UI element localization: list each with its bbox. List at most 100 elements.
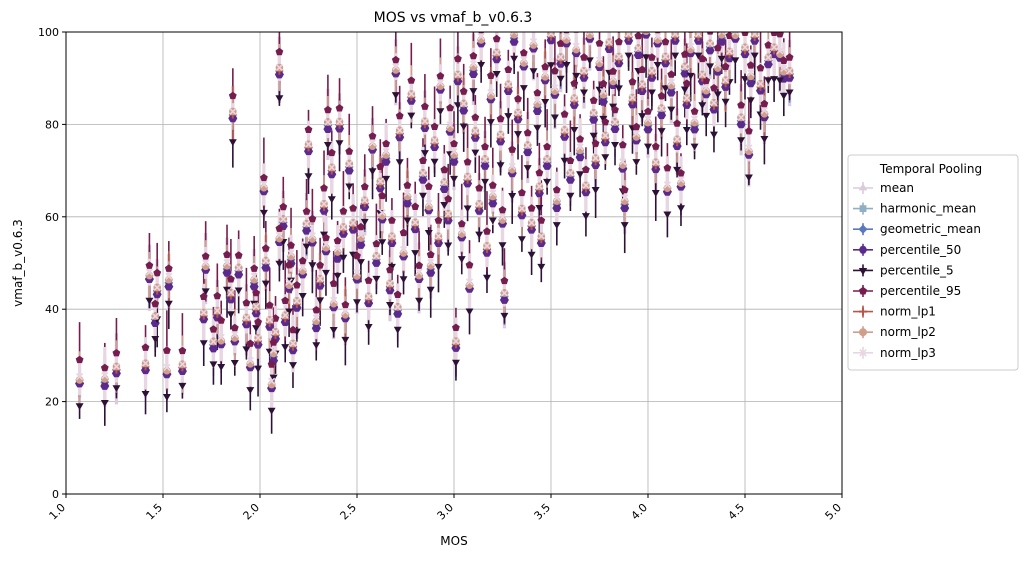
point-percentile_95 — [543, 142, 551, 151]
point-percentile_95 — [293, 281, 301, 289]
point-percentile_5 — [671, 52, 680, 60]
point-percentile_95 — [779, 56, 788, 64]
point-percentile_50 — [643, 125, 653, 134]
point-percentile_95 — [533, 88, 542, 97]
point-norm_lp3 — [217, 333, 225, 341]
point-norm_lp3 — [299, 263, 307, 272]
point-percentile_5 — [614, 85, 623, 93]
point-percentile_5 — [335, 140, 344, 148]
point-percentile_50 — [164, 282, 174, 291]
point-percentile_5 — [382, 175, 391, 183]
point-norm_lp3 — [209, 338, 218, 346]
marker-layer — [75, 32, 795, 415]
point-norm_lp3 — [436, 79, 445, 87]
point-percentile_95 — [164, 264, 173, 272]
point-percentile_5 — [267, 407, 276, 415]
point-percentile_95 — [426, 250, 435, 258]
point-percentile_50 — [402, 199, 412, 208]
point-percentile_95 — [457, 219, 466, 228]
point-percentile_50 — [371, 259, 381, 267]
point-percentile_5 — [585, 57, 594, 65]
point-percentile_5 — [395, 159, 404, 167]
point-percentile_5 — [403, 217, 412, 225]
point-percentile_5 — [775, 77, 784, 85]
point-percentile_95 — [657, 91, 666, 100]
legend-marker-percentile_95 — [858, 286, 868, 295]
point-percentile_5 — [430, 158, 439, 166]
point-percentile_5 — [393, 326, 402, 334]
point-percentile_95 — [465, 261, 474, 269]
point-percentile_95 — [488, 181, 497, 189]
point-percentile_95 — [681, 50, 689, 58]
point-percentile_5 — [721, 98, 730, 106]
point-norm_lp3 — [553, 194, 561, 202]
point-percentile_5 — [599, 115, 608, 123]
point-norm_lp3 — [529, 38, 538, 46]
point-percentile_5 — [533, 125, 542, 132]
point-percentile_95 — [706, 32, 714, 35]
point-percentile_5 — [178, 382, 187, 390]
point-norm_lp3 — [430, 136, 439, 144]
point-percentile_95 — [364, 276, 373, 284]
point-percentile_5 — [717, 55, 726, 63]
point-percentile_50 — [344, 166, 354, 175]
point-percentile_5 — [341, 336, 350, 344]
point-percentile_95 — [620, 185, 629, 194]
point-percentile_95 — [217, 316, 226, 324]
point-percentile_95 — [213, 291, 222, 300]
point-percentile_95 — [682, 79, 691, 87]
point-norm_lp3 — [365, 292, 373, 300]
point-percentile_5 — [419, 192, 427, 200]
point-norm_lp3 — [200, 308, 208, 317]
point-percentile_95 — [335, 104, 344, 112]
point-norm_lp3 — [246, 356, 254, 365]
point-percentile_95 — [223, 250, 231, 258]
point-percentile_5 — [694, 52, 703, 60]
point-percentile_5 — [504, 113, 513, 120]
point-norm_lp3 — [570, 94, 578, 102]
point-percentile_50 — [311, 324, 321, 333]
point-percentile_5 — [465, 308, 474, 316]
point-percentile_95 — [312, 306, 321, 314]
point-percentile_95 — [601, 118, 610, 126]
point-percentile_95 — [582, 165, 590, 173]
point-norm_lp3 — [683, 94, 691, 102]
legend-marker-norm_lp3 — [859, 349, 867, 357]
point-percentile_95 — [483, 227, 491, 235]
point-percentile_95 — [234, 251, 243, 259]
point-percentile_5 — [329, 327, 338, 334]
point-percentile_95 — [75, 355, 84, 364]
point-percentile_95 — [770, 32, 778, 36]
point-percentile_5 — [741, 76, 749, 83]
point-percentile_5 — [411, 250, 420, 257]
point-percentile_5 — [217, 364, 226, 371]
point-percentile_95 — [487, 71, 495, 79]
point-percentile_95 — [713, 43, 722, 52]
point-norm_lp3 — [543, 155, 551, 163]
point-norm_lp3 — [760, 106, 769, 115]
point-percentile_5 — [611, 142, 619, 149]
point-percentile_95 — [275, 47, 284, 56]
point-percentile_5 — [269, 374, 278, 382]
point-percentile_5 — [572, 72, 581, 80]
point-norm_lp3 — [353, 269, 361, 277]
point-percentile_50 — [439, 185, 449, 193]
point-percentile_5 — [580, 89, 588, 97]
point-norm_lp3 — [714, 61, 722, 69]
point-percentile_50 — [666, 88, 676, 97]
point-percentile_95 — [279, 202, 288, 211]
point-percentile_5 — [164, 300, 173, 308]
point-norm_lp3 — [638, 80, 646, 88]
point-norm_lp3 — [316, 275, 324, 283]
point-percentile_5 — [667, 106, 676, 114]
point-percentile_50 — [763, 60, 773, 69]
point-percentile_95 — [372, 239, 381, 248]
point-percentile_50 — [333, 255, 343, 263]
point-percentile_5 — [517, 236, 526, 244]
point-norm_lp3 — [518, 204, 526, 213]
point-percentile_50 — [532, 107, 542, 115]
point-norm_lp3 — [520, 56, 528, 64]
point-percentile_95 — [357, 222, 365, 231]
point-percentile_5 — [285, 308, 294, 316]
